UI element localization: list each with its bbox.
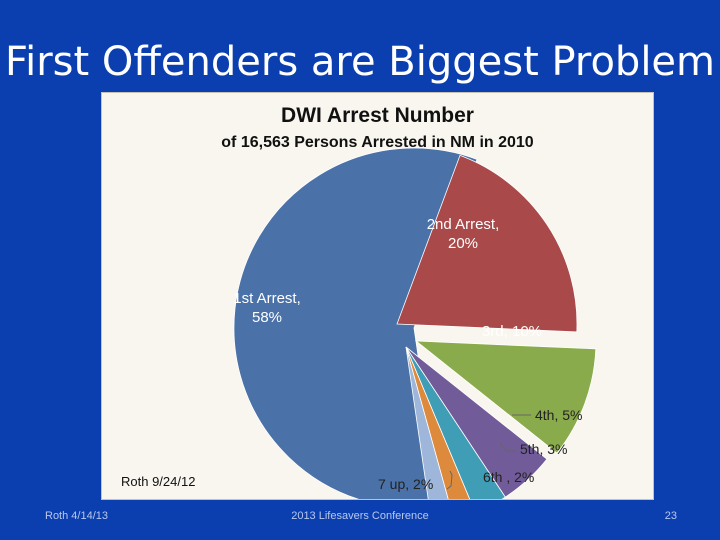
pie-slice-3rd [414, 340, 597, 454]
slice-label-2nd-arrest: 2nd Arrest, 20% [427, 216, 500, 252]
slide-title: First Offenders are Biggest Problem [4, 39, 716, 85]
pie-slice-7-up [405, 346, 449, 499]
slice-label-3rd: 3rd, 10% [482, 323, 542, 340]
slice-label-7-up: 7 up, 2% [378, 476, 433, 492]
footer-author-date: Roth 4/14/13 [45, 510, 108, 522]
pie-slice-5th [405, 346, 506, 499]
slice-label-1st-arrest: 1st Arrest, 58% [233, 290, 301, 326]
leader-line-5th [499, 442, 517, 452]
slice-label-6th: 6th , 2% [483, 469, 534, 485]
pie-slice-6th [405, 346, 471, 499]
slice-label-4th: 4th, 5% [535, 407, 582, 423]
chart-title: DWI Arrest Number [281, 104, 474, 127]
pie-slice-2nd-arrest [396, 154, 578, 333]
chart-author-note: Roth 9/24/12 [121, 474, 196, 489]
footer-page-number: 23 [664, 510, 677, 522]
pie-chart: 1st Arrest, 58% 2nd Arrest, 20% 3rd, 10% 4th,… [233, 147, 597, 499]
chart-subtitle: of 16,563 Persons Arrested in NM in 2010 [221, 134, 534, 151]
footer-conference: 2013 Lifesavers Conference [291, 510, 429, 522]
chart-panel: DWI Arrest Number of 16,563 Persons Arre… [101, 92, 654, 500]
leader-line-7-up [446, 470, 453, 490]
slice-label-5th: 5th, 3% [520, 441, 567, 457]
